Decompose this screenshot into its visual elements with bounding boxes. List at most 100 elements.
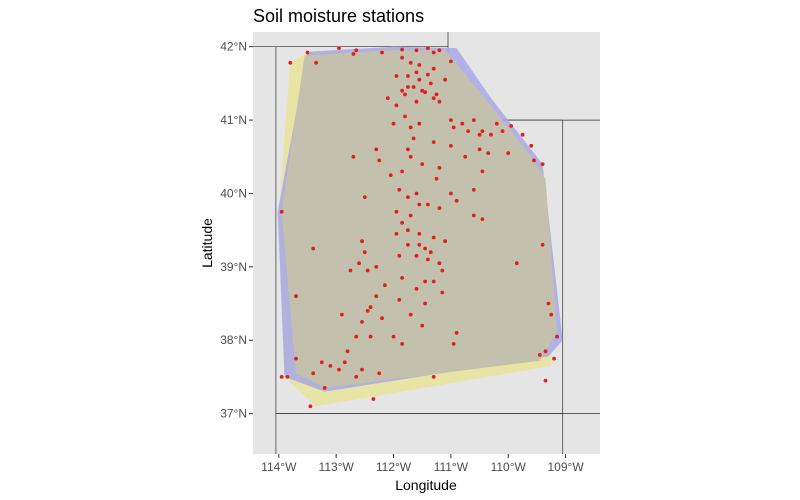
- station-point: [514, 261, 519, 266]
- station-point: [406, 74, 410, 78]
- station-point: [443, 77, 447, 82]
- y-tick-label: 40°N: [220, 186, 247, 200]
- station-point: [400, 47, 404, 52]
- x-tick-label: 109°W: [548, 460, 585, 474]
- station-point: [434, 92, 439, 97]
- station-point: [552, 356, 556, 361]
- station-point: [394, 103, 399, 108]
- station-point: [555, 334, 559, 339]
- station-point: [426, 72, 430, 77]
- station-point: [368, 305, 373, 310]
- station-point: [406, 228, 410, 233]
- station-point: [540, 242, 545, 247]
- station-point: [408, 312, 413, 317]
- station-point: [360, 239, 364, 244]
- station-point: [394, 231, 399, 236]
- station-point: [529, 143, 534, 148]
- station-point: [294, 294, 298, 299]
- y-tick-label: 39°N: [220, 260, 247, 274]
- station-point: [345, 349, 350, 354]
- station-point: [311, 371, 316, 376]
- station-point: [477, 132, 482, 137]
- station-point: [426, 46, 430, 50]
- station-point: [454, 198, 459, 203]
- station-point: [400, 220, 404, 225]
- station-point: [431, 235, 436, 240]
- station-point: [428, 81, 433, 86]
- station-point: [417, 202, 422, 207]
- station-point: [471, 213, 476, 218]
- station-point: [414, 191, 419, 196]
- station-point: [305, 50, 310, 55]
- station-point: [426, 257, 430, 262]
- station-point: [403, 92, 407, 97]
- x-tick-label: 111°W: [434, 460, 469, 474]
- station-point: [420, 162, 425, 167]
- station-point: [414, 70, 419, 75]
- x-axis-title: Longitude: [395, 477, 457, 493]
- y-axis-title: Latitude: [199, 218, 215, 268]
- station-point: [477, 147, 482, 152]
- station-point: [294, 356, 298, 361]
- station-point: [354, 375, 359, 379]
- station-point: [377, 371, 382, 376]
- station-point: [420, 323, 425, 328]
- x-axis: 114°W 113°W 112°W 111°W 110°W 109°W: [261, 454, 584, 474]
- station-point: [360, 320, 364, 324]
- station-point: [428, 250, 433, 255]
- station-point: [423, 246, 427, 251]
- station-point: [549, 312, 554, 317]
- station-point: [489, 132, 493, 137]
- station-point: [420, 88, 425, 93]
- station-point: [403, 114, 407, 119]
- station-point: [337, 46, 341, 50]
- station-point: [417, 63, 422, 67]
- station-point: [500, 129, 505, 134]
- station-point: [388, 173, 393, 178]
- station-point: [471, 187, 476, 192]
- station-point: [374, 294, 379, 299]
- station-point: [454, 331, 459, 335]
- station-point: [374, 147, 379, 152]
- station-point: [397, 253, 402, 258]
- station-point: [288, 60, 293, 65]
- station-point: [543, 349, 548, 354]
- x-tick-label: 110°W: [491, 460, 527, 474]
- station-point: [543, 378, 548, 383]
- station-point: [463, 154, 468, 159]
- station-point: [471, 118, 476, 122]
- station-point: [440, 290, 445, 295]
- station-point: [371, 397, 376, 401]
- station-point: [449, 118, 453, 122]
- station-point: [348, 268, 353, 273]
- station-point: [426, 202, 430, 207]
- station-point: [319, 360, 324, 365]
- station-point: [337, 367, 341, 372]
- station-point: [374, 265, 379, 269]
- station-point: [414, 48, 419, 53]
- station-point: [406, 85, 410, 89]
- station-point: [322, 386, 327, 390]
- station-point: [342, 360, 347, 365]
- station-point: [437, 261, 442, 266]
- x-tick-label: 113°W: [319, 460, 355, 474]
- station-point: [377, 158, 382, 163]
- station-point: [431, 96, 436, 100]
- station-point: [486, 151, 491, 156]
- station-point: [406, 242, 410, 247]
- station-point: [279, 375, 284, 379]
- station-point: [354, 48, 359, 53]
- station-point: [279, 209, 284, 214]
- station-point: [437, 48, 442, 53]
- station-point: [480, 129, 485, 134]
- station-point: [385, 96, 390, 100]
- station-point: [357, 261, 361, 266]
- station-point: [494, 121, 499, 126]
- station-point: [449, 191, 453, 196]
- station-point: [414, 99, 419, 104]
- station-point: [362, 250, 367, 255]
- station-point: [431, 279, 436, 284]
- station-point: [311, 246, 316, 251]
- hull-layer: [277, 46, 563, 407]
- station-point: [440, 268, 445, 273]
